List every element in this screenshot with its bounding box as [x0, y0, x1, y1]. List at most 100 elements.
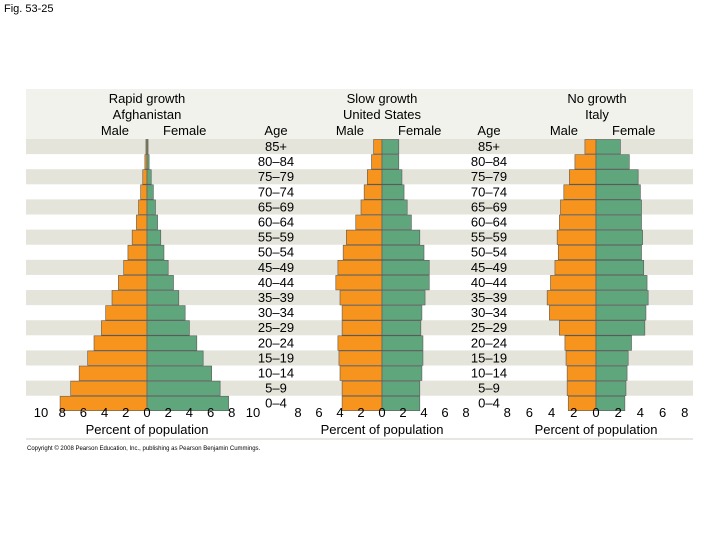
female-bar: [146, 365, 212, 381]
male-bar: [144, 154, 148, 170]
male-bar: [78, 365, 148, 381]
axis-tick-label: 4: [186, 405, 193, 420]
axis-tick-label: 8: [294, 405, 301, 420]
x-axis-label: Percent of population: [321, 422, 444, 437]
male-bar: [556, 229, 597, 245]
axis-tick-label: 2: [165, 405, 172, 420]
female-bar: [381, 229, 421, 245]
axis-tick-label: 6: [207, 405, 214, 420]
axis-tick-label: 0: [143, 405, 150, 420]
male-bar: [554, 259, 597, 276]
female-bar: [381, 199, 408, 215]
axis-tick-label: 4: [101, 405, 108, 420]
age-group-label: 20–24: [258, 335, 294, 350]
female-bar: [381, 214, 412, 230]
male-bar: [363, 184, 383, 200]
figure-label: Fig. 53-25: [4, 3, 54, 15]
female-bar: [146, 320, 190, 336]
male-bar: [564, 335, 597, 351]
female-bar: [595, 244, 642, 260]
female-bar: [381, 335, 424, 351]
male-bar: [569, 169, 597, 185]
age-group-label: 75–79: [471, 169, 507, 184]
female-bar: [595, 275, 648, 291]
age-group-label: 65–69: [258, 199, 294, 214]
female-bar: [595, 214, 642, 230]
male-bar: [118, 275, 148, 291]
age-group-label: 45–49: [258, 260, 294, 275]
female-legend-label: Female: [163, 123, 206, 138]
female-bar: [381, 169, 403, 185]
axis-tick-label: 4: [637, 405, 644, 420]
copyright-notice: Copyright © 2008 Pearson Education, Inc.…: [27, 445, 261, 452]
age-header: Age: [264, 123, 287, 138]
female-bar: [146, 184, 154, 200]
female-legend-label: Female: [612, 123, 655, 138]
female-bar: [381, 350, 424, 366]
chart-subtitle: Afghanistan: [113, 107, 182, 122]
axis-tick-label: 2: [570, 405, 577, 420]
age-header: Age: [477, 123, 500, 138]
female-bar: [595, 229, 643, 245]
female-bar: [381, 154, 400, 170]
age-group-label: 5–9: [265, 381, 287, 396]
female-bar: [381, 395, 421, 412]
male-bar: [136, 214, 148, 230]
male-bar: [360, 199, 383, 215]
age-group-label: 85+: [265, 139, 287, 154]
age-group-label: 15–19: [258, 350, 294, 365]
age-group-label: 50–54: [471, 245, 507, 260]
axis-tick-label: 8: [504, 405, 511, 420]
male-bar: [371, 154, 383, 170]
age-group-label: 35–39: [258, 290, 294, 305]
male-bar: [70, 380, 148, 396]
male-bar: [342, 244, 383, 260]
header-band: [26, 89, 693, 139]
female-bar: [146, 290, 180, 306]
age-group-label: 35–39: [471, 290, 507, 305]
male-bar: [127, 244, 148, 260]
male-bar: [138, 199, 148, 215]
age-group-label: 15–19: [471, 350, 507, 365]
male-bar: [87, 350, 148, 366]
x-axis-label: Percent of population: [535, 422, 658, 437]
axis-tick-label: 2: [399, 405, 406, 420]
chart-subtitle: Italy: [585, 107, 609, 122]
male-bar: [566, 365, 597, 381]
axis-tick-label: 6: [659, 405, 666, 420]
age-group-label: 25–29: [258, 320, 294, 335]
female-legend-label: Female: [398, 123, 441, 138]
age-group-label: 40–44: [471, 275, 507, 290]
male-bar: [338, 350, 383, 366]
male-bar: [131, 229, 148, 245]
female-bar: [146, 154, 150, 170]
male-legend-label: Male: [550, 123, 578, 138]
male-bar: [563, 184, 597, 200]
female-bar: [146, 229, 162, 245]
female-bar: [146, 350, 204, 366]
male-bar: [574, 154, 597, 170]
female-bar: [595, 350, 629, 366]
female-bar: [595, 365, 628, 381]
female-bar: [595, 335, 632, 351]
age-group-label: 60–64: [258, 215, 294, 230]
chart-title: No growth: [567, 91, 626, 106]
male-bar: [550, 275, 597, 291]
axis-tick-label: 8: [681, 405, 688, 420]
female-bar: [595, 395, 626, 412]
male-bar: [337, 335, 383, 351]
male-bar: [339, 290, 383, 306]
male-bar: [335, 275, 383, 291]
female-bar: [381, 305, 423, 321]
male-bar: [142, 169, 148, 185]
male-bar: [557, 244, 597, 260]
age-group-label: 55–59: [471, 230, 507, 245]
age-group-label: 45–49: [471, 260, 507, 275]
age-group-label: 20–24: [471, 335, 507, 350]
male-bar: [101, 320, 148, 336]
male-bar: [337, 259, 383, 276]
male-bar: [93, 335, 148, 351]
female-bar: [381, 320, 422, 336]
age-group-label: 0–4: [478, 396, 500, 411]
